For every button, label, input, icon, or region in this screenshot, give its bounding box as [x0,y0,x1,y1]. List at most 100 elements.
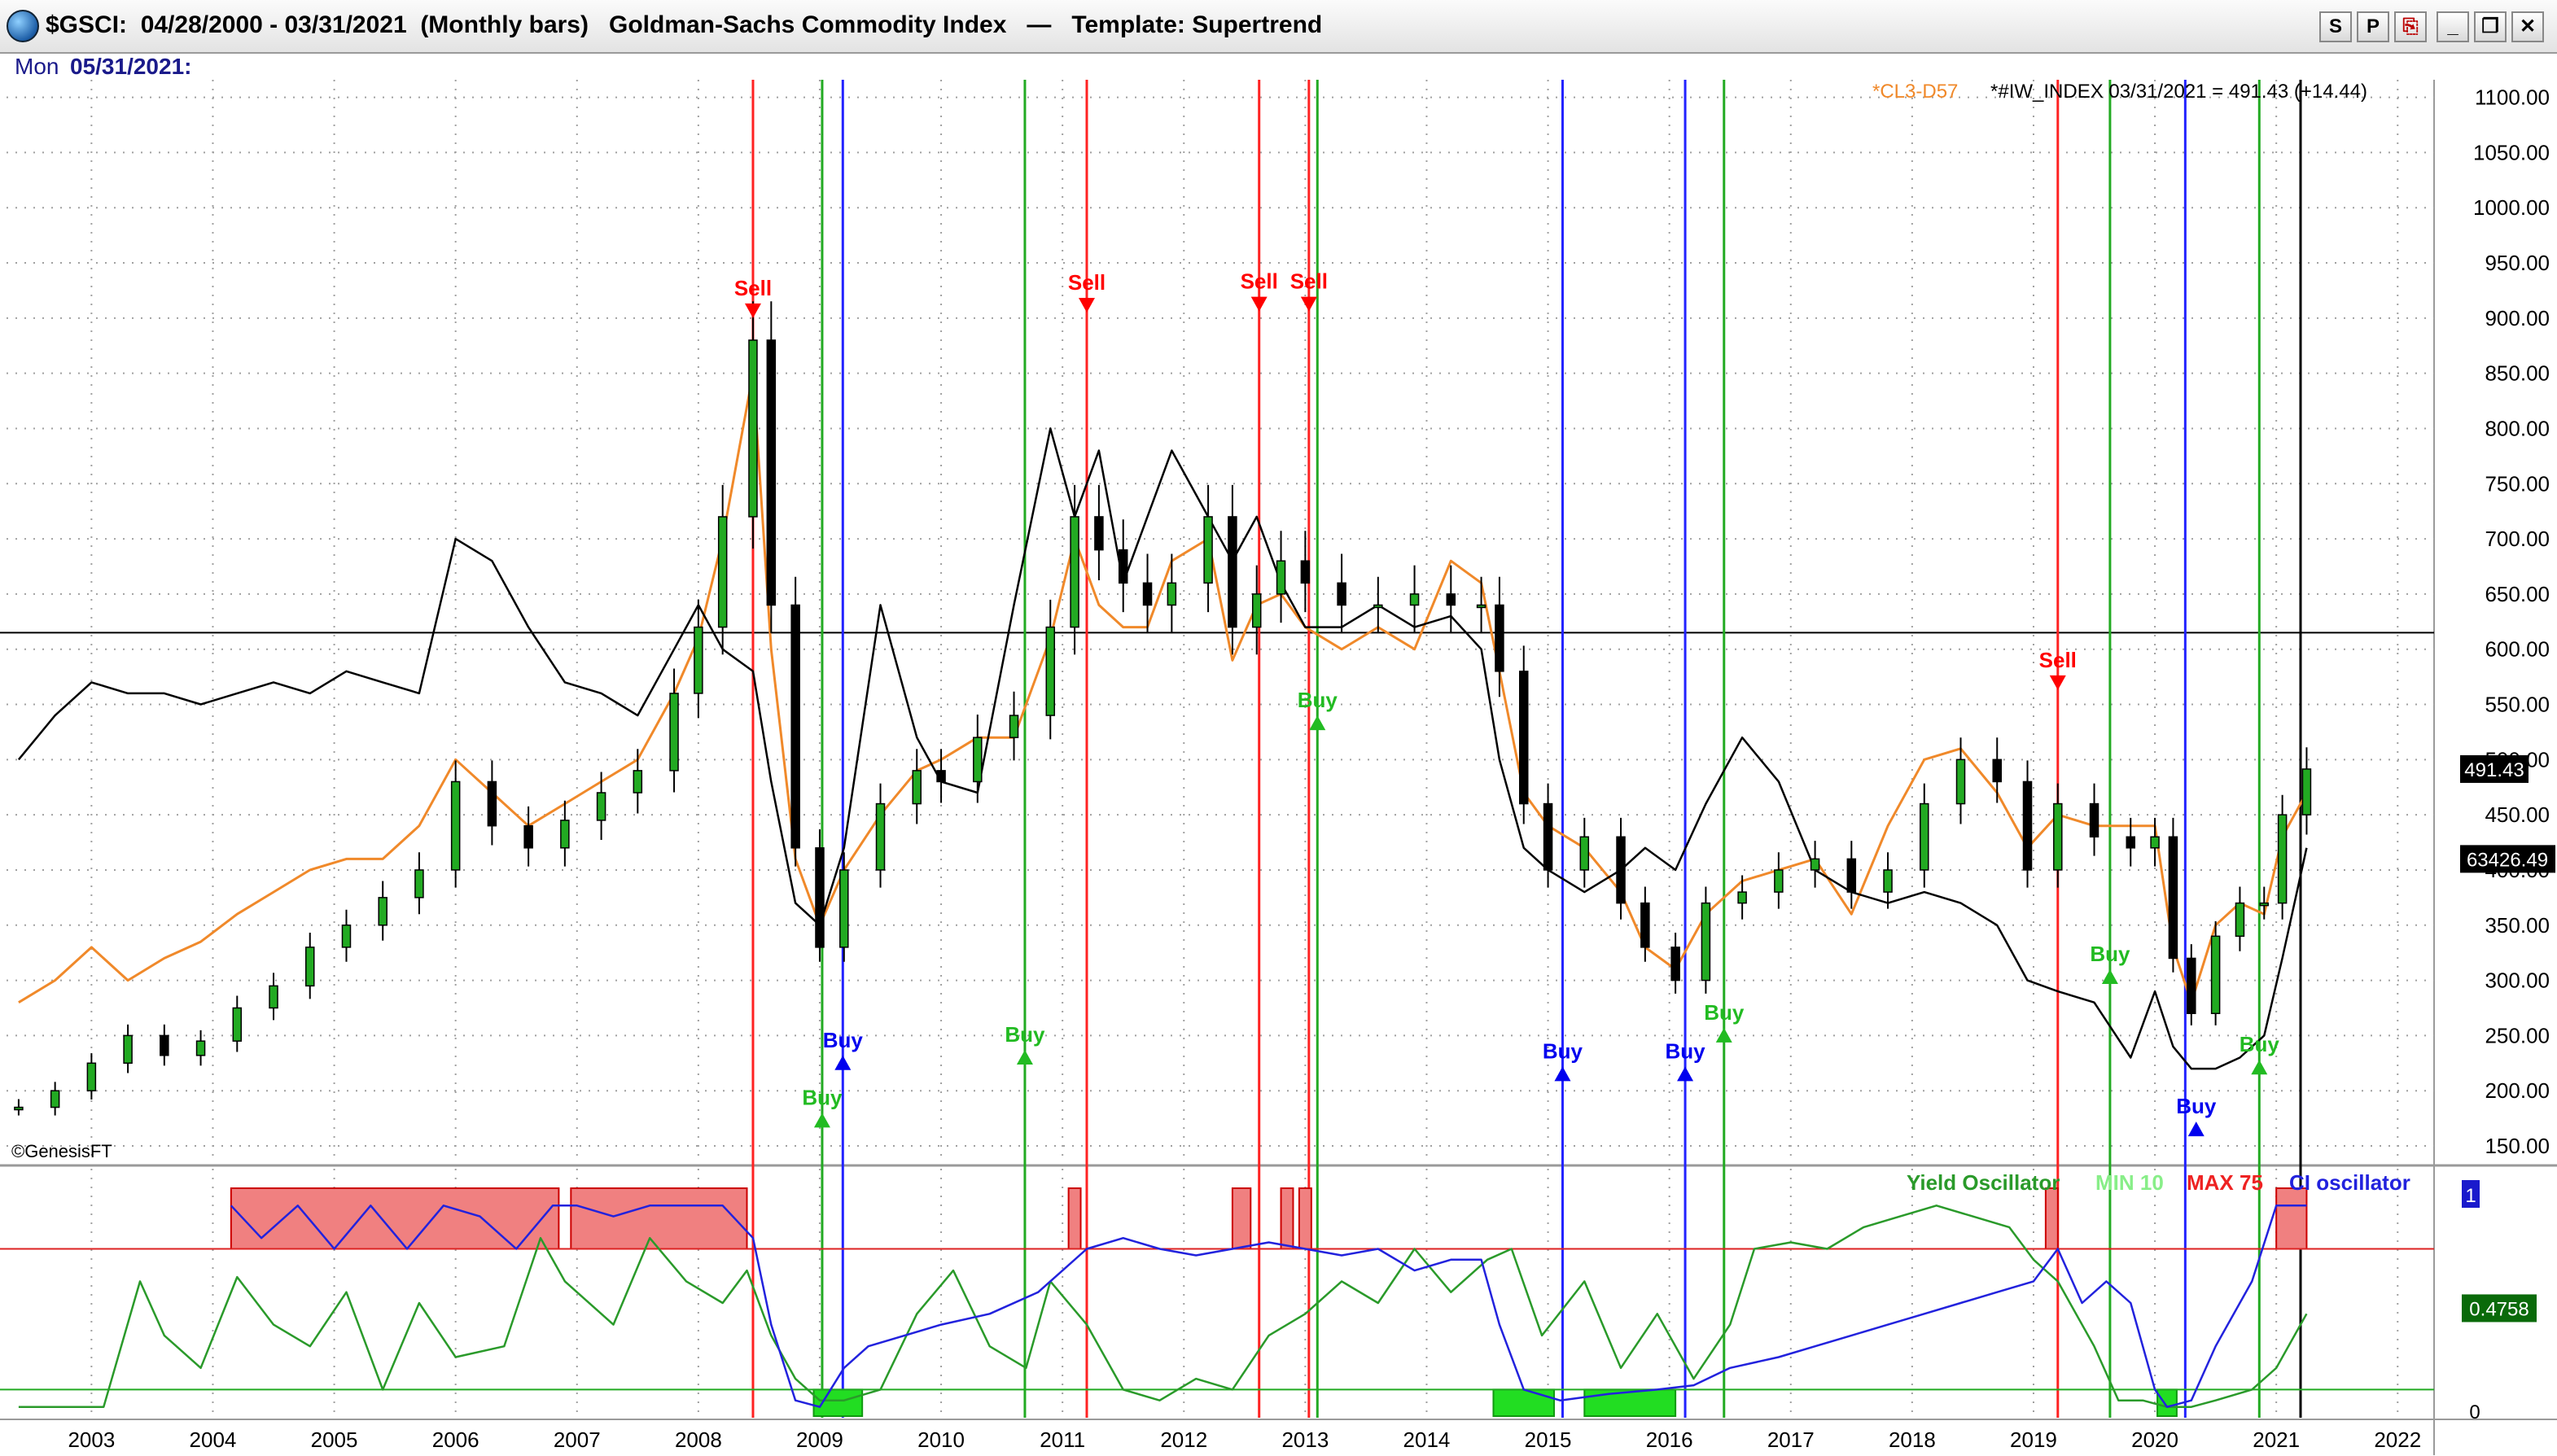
price-bar [2187,957,2196,1014]
x-tick-label: 2013 [1281,1428,1329,1452]
sell-arrow-icon [2049,675,2066,690]
x-tick-label: 2021 [2253,1428,2300,1452]
price-bar [1883,869,1893,893]
price-bar [1251,593,1262,628]
buy-arrow-icon [2101,969,2118,984]
osc-legend-entry: MAX 75 [2187,1170,2263,1195]
close-button[interactable]: ✕ [2511,11,2544,42]
y-tick-label: 800.00 [2485,416,2550,440]
price-bar [1476,604,1486,609]
x-tick-label: 2016 [1646,1428,1693,1452]
price-bar [1955,759,1966,805]
sell-arrow-icon [1078,298,1095,313]
osc-legend-entry: CI oscillator [2289,1170,2410,1195]
price-legend-entry: *CL3-D57 [1872,81,1958,103]
sell-signal-label: Sell [1241,269,1278,294]
osc-value-label: 0.4758 [2469,1298,2529,1320]
buy-signal-label: Buy [1665,1038,1705,1063]
buy-arrow-icon [1677,1066,1694,1082]
price-bar [14,1106,24,1111]
price-bar [414,869,424,899]
price-bar [875,802,886,871]
buy-arrow-icon [2187,1122,2205,1137]
price-bar [1300,560,1311,584]
y-tick-label: 600.00 [2485,637,2550,662]
price-bar [1737,891,1747,904]
detach-icon[interactable]: ⎘ [2394,11,2427,42]
symbol-button[interactable]: S [2319,11,2352,42]
window-titlebar: $GSCI: 04/28/2000 - 03/31/2021 (Monthly … [0,0,2557,54]
price-bar [2210,935,2221,1014]
y-tick-label: 950.00 [2485,251,2550,275]
price-bar [450,780,461,871]
price-bar [1070,516,1079,628]
price-bar [1495,604,1504,672]
price-bar [2168,836,2178,960]
y-tick-label: 300.00 [2485,968,2550,993]
buy-arrow-icon [1554,1066,1571,1082]
price-bar [1276,560,1286,595]
max-zone [1280,1187,1294,1250]
price-bar [1774,869,1784,893]
max-zone [1231,1187,1252,1250]
x-tick-label: 2005 [311,1428,358,1452]
buy-signal-label: Buy [2090,942,2130,966]
price-bar [1616,836,1626,904]
y-tick-label: 350.00 [2485,913,2550,938]
buy-signal-label: Buy [1005,1022,1045,1047]
x-tick-label: 2018 [1889,1428,1936,1452]
x-tick-label: 2006 [432,1428,479,1452]
price-bar [2126,836,2135,849]
buy-signal-label: Buy [1543,1038,1583,1063]
price-bar [1701,902,1711,982]
max-zone [2044,1187,2059,1250]
y-tick-label: 550.00 [2485,693,2550,717]
maximize-button[interactable]: ❐ [2474,11,2507,42]
y-tick-label: 150.00 [2485,1134,2550,1158]
min-zone [812,1388,864,1418]
sell-arrow-icon [1300,296,1317,312]
price-bar [341,925,352,948]
price-bar [1142,582,1153,606]
y-tick-label: 700.00 [2485,527,2550,551]
price-bar [195,1040,206,1056]
y-tick-label: 850.00 [2485,361,2550,386]
buy-arrow-icon [834,1055,852,1070]
max-zone [570,1187,748,1250]
x-tick-label: 2007 [554,1428,601,1452]
price-bar [815,847,825,948]
min-zone [1492,1388,1556,1418]
price-bar [1579,836,1590,871]
price-bar [1009,715,1019,738]
print-button[interactable]: P [2357,11,2389,42]
max-zone [2275,1187,2308,1250]
minimize-button[interactable]: _ [2437,11,2469,42]
chart-area[interactable]: 150.00200.00250.00300.00350.00400.00450.… [0,80,2557,1456]
ci-value-box [2462,1180,2480,1208]
price-bar [694,626,703,694]
min-zone [2156,1388,2178,1418]
price-bar [305,947,315,987]
price-bar [936,770,946,783]
price-bar [2022,780,2033,871]
y-tick-label: 450.00 [2485,802,2550,827]
price-bar [269,985,278,1009]
price-bar [973,737,983,783]
price-bar [839,869,849,948]
price-bar [790,604,800,849]
price-bar [2259,902,2270,907]
price-bar [2235,902,2245,938]
price-legend-entry: *#IW_INDEX 03/31/2021 = 491.43 (+14.44) [1990,81,2367,103]
buy-signal-label: Buy [823,1028,864,1052]
price-bar [1543,802,1553,871]
buy-arrow-icon [1309,715,1326,731]
price-bar [1670,947,1680,982]
price-bar [1045,626,1056,716]
x-tick-label: 2003 [68,1428,115,1452]
price-bar [487,780,497,827]
x-tick-label: 2012 [1160,1428,1207,1452]
price-bar [1810,858,1820,871]
price-bar [1337,582,1346,606]
price-bar [2089,802,2099,837]
buy-arrow-icon [2251,1060,2268,1075]
